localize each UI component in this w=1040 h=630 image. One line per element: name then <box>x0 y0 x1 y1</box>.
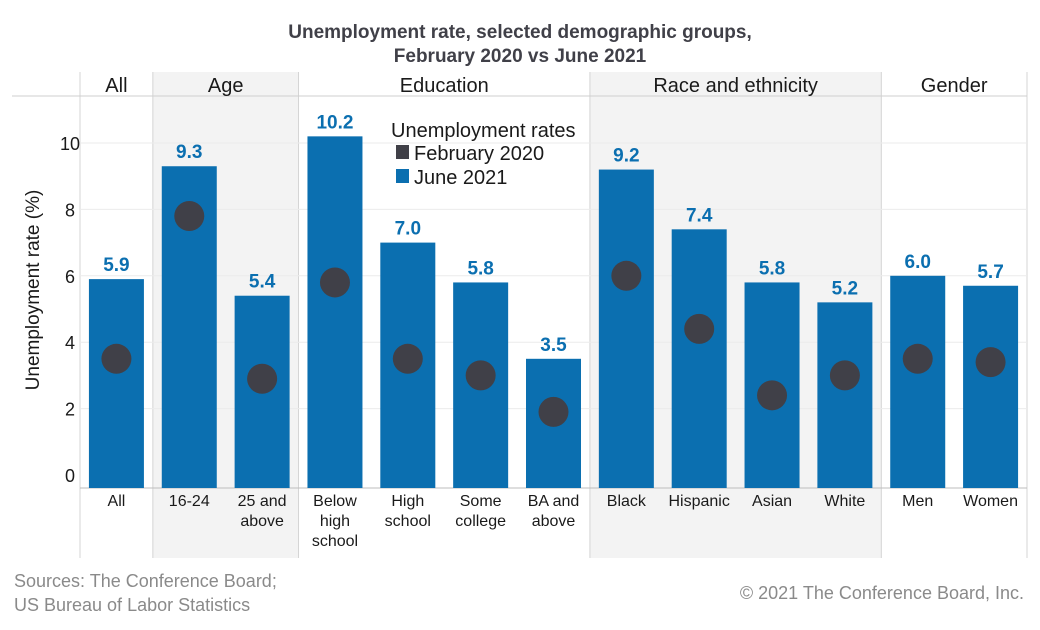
value-label-ba-and-above: 3.5 <box>540 335 567 356</box>
category-label-asian: Asian <box>752 493 792 510</box>
dot-some-college <box>465 360 496 391</box>
category-label-women: Women <box>963 493 1018 510</box>
group-label-all: All <box>105 75 127 97</box>
bar-men <box>890 275 946 488</box>
value-label-asian: 5.8 <box>759 258 785 279</box>
y-tick-label: 0 <box>65 466 75 486</box>
chart-title-line-2: February 2020 vs June 2021 <box>394 46 647 67</box>
dot-all <box>101 343 132 374</box>
dot-asian <box>757 380 788 411</box>
category-label-all: All <box>108 493 126 510</box>
category-label-25-and-above: 25 and above <box>238 493 287 530</box>
legend-label-june-2021: June 2021 <box>414 167 507 189</box>
category-label-white: White <box>824 493 865 510</box>
dot-25-and-above <box>247 363 278 394</box>
legend-swatch-june-2021 <box>396 169 409 183</box>
sources-line-1: Sources: The Conference Board; <box>14 571 277 591</box>
bar-below-high-school <box>307 136 363 489</box>
category-label-some-college: Some college <box>455 493 506 530</box>
legend-swatch-february-2020 <box>396 145 409 159</box>
dot-high-school <box>392 343 423 374</box>
legend-label-february-2020: February 2020 <box>414 143 544 165</box>
category-label-high-school: High school <box>385 493 431 530</box>
dot-hispanic <box>684 313 715 344</box>
value-label-high-school: 7.0 <box>395 219 421 240</box>
y-tick-label: 2 <box>65 400 75 420</box>
value-label-25-and-above: 5.4 <box>249 272 276 293</box>
dot-men <box>902 343 933 374</box>
dot-below-high-school <box>319 267 350 298</box>
bar-all <box>88 279 144 488</box>
value-label-below-high-school: 10.2 <box>316 112 353 133</box>
value-label-some-college: 5.8 <box>467 258 493 279</box>
y-tick-label: 8 <box>65 200 75 220</box>
legend: Unemployment rates February 2020 June 20… <box>391 120 576 189</box>
value-label-16-24: 9.3 <box>176 142 202 163</box>
sources-line-2: US Bureau of Labor Statistics <box>14 595 250 615</box>
y-axis-title: Unemployment rate (%) <box>23 190 44 391</box>
bar-black <box>598 169 654 488</box>
y-tick-label: 4 <box>65 333 75 353</box>
value-label-women: 5.7 <box>977 262 1003 283</box>
dots-february-2020 <box>101 201 1006 427</box>
dot-black <box>611 260 642 291</box>
group-label-race-and-ethnicity: Race and ethnicity <box>653 75 818 97</box>
category-label-16-24: 16-24 <box>169 493 210 510</box>
bar-hispanic <box>671 229 727 488</box>
category-label-black: Black <box>607 493 647 510</box>
category-label-ba-and-above: BA and above <box>528 493 580 530</box>
category-label-men: Men <box>902 493 933 510</box>
bar-white <box>817 302 873 488</box>
dot-women <box>975 347 1006 378</box>
dot-16-24 <box>174 201 205 232</box>
bar-women <box>963 285 1019 488</box>
category-label-below-high-school: Below high school <box>312 493 358 550</box>
category-label-hispanic: Hispanic <box>669 493 730 510</box>
bar-value-labels: 5.9 9.3 5.4 10.2 7.0 5.8 3.5 9.2 7.4 5.8 5.2 6.0 5.7 <box>103 112 1004 355</box>
value-label-black: 9.2 <box>613 146 639 167</box>
legend-title: Unemployment rates <box>391 120 576 142</box>
dot-ba-and-above <box>538 396 569 427</box>
group-label-gender: Gender <box>921 75 988 97</box>
y-axis-ticks: 0 2 4 6 8 10 <box>60 134 80 486</box>
group-labels: All Age Education Race and ethnicity Gender <box>105 75 988 97</box>
value-label-hispanic: 7.4 <box>686 205 713 226</box>
chart-title-line-1: Unemployment rate, selected demographic … <box>288 22 752 43</box>
group-label-education: Education <box>400 75 489 97</box>
category-labels: All 16-24 25 and above Below high school High sc… <box>108 493 1018 550</box>
group-label-age: Age <box>208 75 244 97</box>
copyright: © 2021 The Conference Board, Inc. <box>740 583 1024 603</box>
value-label-white: 5.2 <box>832 278 858 299</box>
y-tick-label: 6 <box>65 267 75 287</box>
value-label-men: 6.0 <box>905 252 931 273</box>
value-label-all: 5.9 <box>103 255 129 276</box>
dot-white <box>829 360 860 391</box>
y-tick-label: 10 <box>60 134 80 154</box>
